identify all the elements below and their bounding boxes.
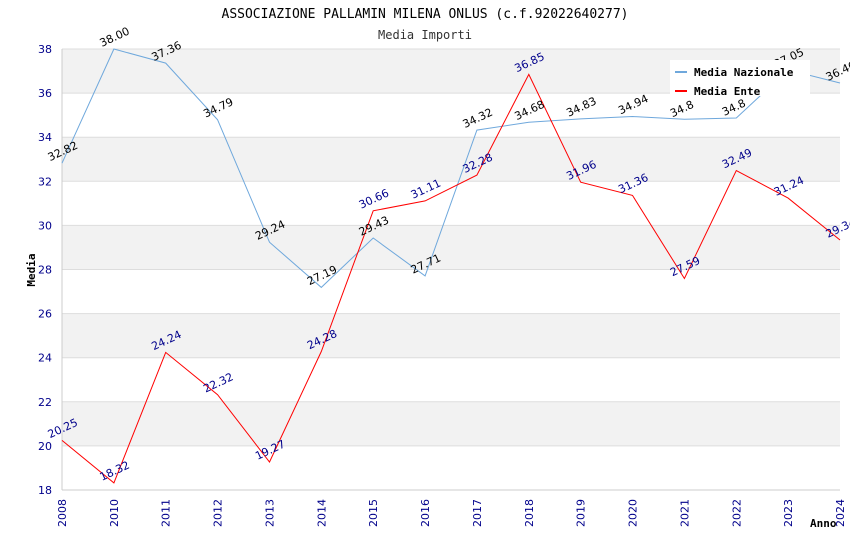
- grid-band: [62, 225, 840, 270]
- chart-subtitle: Media Importi: [378, 28, 472, 42]
- y-tick-labels: 18 20 22 24 26 28 30 32 34 36 38: [38, 43, 52, 497]
- axes: [61, 49, 840, 491]
- grid-band: [62, 313, 840, 358]
- grid-band: [62, 445, 840, 490]
- y-tick-label: 32: [38, 175, 52, 188]
- data-label: 38.00: [98, 25, 132, 50]
- y-tick-label: 22: [38, 396, 52, 409]
- legend-box: [670, 60, 810, 96]
- x-tick-label: 2019: [575, 499, 588, 527]
- grid-band: [62, 401, 840, 446]
- x-tick-label: 2008: [56, 499, 69, 527]
- y-tick-label: 38: [38, 43, 52, 56]
- x-tick-label: 2022: [730, 499, 743, 527]
- x-tick-label: 2014: [315, 499, 328, 527]
- y-tick-label: 18: [38, 484, 52, 497]
- y-tick-label: 26: [38, 308, 52, 321]
- x-tick-label: 2011: [160, 499, 173, 527]
- y-tick-label: 34: [38, 131, 52, 144]
- x-tick-label: 2015: [367, 499, 380, 527]
- y-tick-label: 28: [38, 264, 52, 277]
- series-line-media-nazionale: [61, 48, 841, 289]
- y-tick-label: 30: [38, 219, 52, 232]
- legend-label: Media Nazionale: [694, 66, 794, 79]
- grid-bands: [62, 49, 840, 490]
- x-tick-label: 2024: [834, 499, 847, 527]
- grid-band: [62, 357, 840, 402]
- x-tick-label: 2013: [263, 499, 276, 527]
- y-tick-label: 36: [38, 87, 52, 100]
- x-tick-label: 2023: [782, 499, 795, 527]
- x-tick-label: 2018: [523, 499, 536, 527]
- x-tick-label: 2012: [212, 499, 225, 527]
- legend: Media Nazionale Media Ente: [670, 60, 810, 98]
- x-tick-label: 2017: [471, 499, 484, 527]
- grid-band: [62, 137, 840, 182]
- x-tick-label: 2010: [108, 499, 121, 527]
- grid-band: [62, 93, 840, 138]
- grid-band: [62, 269, 840, 314]
- x-tick-labels: 2008 2010 2011 2012 2013 2014 2015 2016 2017 2018…: [56, 499, 847, 527]
- x-tick-label: 2021: [678, 499, 691, 527]
- chart-title: ASSOCIAZIONE PALLAMIN MILENA ONLUS (c.f.…: [222, 7, 629, 22]
- x-tick-label: 2020: [627, 499, 640, 527]
- y-axis-label: Media: [25, 253, 38, 286]
- y-tick-label: 24: [38, 352, 52, 365]
- y-tick-label: 20: [38, 440, 52, 453]
- x-tick-label: 2016: [419, 499, 432, 527]
- series-line-media-ente: [61, 73, 841, 484]
- series-lines: [61, 48, 841, 484]
- x-axis-label: Anno: [810, 517, 837, 530]
- legend-label: Media Ente: [694, 85, 761, 98]
